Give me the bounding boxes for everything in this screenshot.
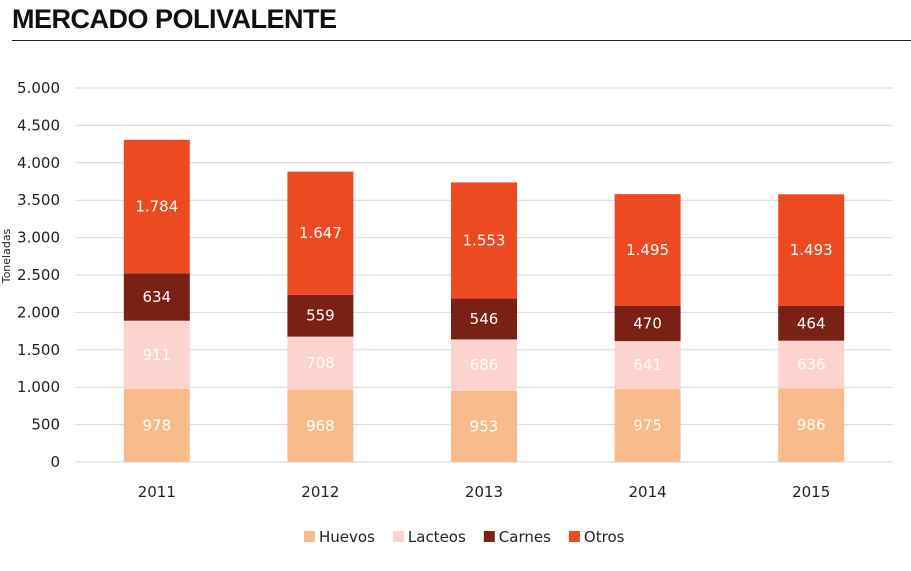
data-label: 470 (633, 315, 662, 333)
legend-swatch (483, 531, 495, 542)
legend-label: Lacteos (408, 528, 466, 546)
bar-segment-huevos (451, 390, 517, 462)
bar-segment-carnes (123, 273, 190, 321)
data-label: 975 (633, 417, 662, 435)
bar-segment-huevos (614, 389, 681, 462)
bar-segment-lacteos (778, 340, 845, 389)
data-label: 1.495 (626, 241, 669, 259)
data-label: 559 (306, 307, 335, 325)
y-tick-label: 1.000 (17, 378, 60, 396)
data-label: 1.553 (463, 231, 506, 249)
bars: 978 911 634 1.784 968 708 559 1.647 953 686 546 1.5… (123, 139, 845, 462)
x-tick-label: 2011 (138, 483, 176, 501)
y-tick-label: 3.500 (17, 191, 60, 209)
y-tick-label: 2.000 (17, 303, 60, 321)
data-label: 686 (470, 356, 499, 374)
bar-segment-otros (123, 139, 190, 274)
bar-segment-lacteos (287, 336, 354, 390)
bar-segment-carnes (778, 305, 845, 341)
gridlines (75, 87, 893, 463)
chart-title: MERCADO POLIVALENTE (12, 4, 337, 34)
bar-segment-otros (287, 171, 354, 295)
y-axis-label: Toneladas (0, 228, 13, 284)
y-tick-label: 2.500 (17, 266, 60, 284)
x-tick-label: 2015 (792, 483, 830, 501)
bar-segment-carnes (614, 305, 681, 342)
data-label: 708 (306, 354, 335, 372)
data-label: 978 (142, 416, 171, 434)
y-axis: 0 500 1.000 1.500 2.000 2.500 3.000 3.500 4.000 4… (17, 79, 60, 471)
bar-segment-carnes (287, 294, 354, 337)
data-label: 986 (797, 416, 826, 434)
data-label: 546 (470, 310, 499, 328)
x-tick-label: 2012 (301, 483, 339, 501)
y-tick-label: 0 (50, 453, 60, 471)
data-label: 953 (470, 417, 499, 435)
legend: Huevos Lacteos Carnes Otros (304, 528, 625, 546)
data-label: 911 (142, 346, 171, 364)
x-tick-label: 2013 (465, 483, 503, 501)
bar-segment-otros (778, 194, 845, 306)
bar-segment-otros (614, 194, 681, 306)
data-label: 1.647 (299, 224, 342, 242)
y-tick-label: 5.000 (17, 79, 60, 97)
x-tick-label: 2014 (629, 483, 667, 501)
legend-swatch (304, 531, 315, 542)
bar-segment-lacteos (451, 339, 517, 391)
legend-label: Carnes (499, 528, 551, 546)
data-label: 968 (306, 417, 335, 435)
y-tick-label: 4.000 (17, 154, 60, 172)
bar-segment-carnes (451, 298, 517, 340)
data-label: 636 (797, 355, 826, 373)
data-label: 464 (797, 314, 826, 332)
legend-label: Huevos (319, 528, 375, 546)
bar-segment-huevos (287, 389, 354, 462)
bar-segment-huevos (123, 388, 190, 462)
legend-label: Otros (584, 528, 625, 546)
bar-segment-lacteos (614, 341, 681, 390)
title-divider (12, 40, 911, 41)
data-label: 634 (142, 288, 171, 306)
bar-segment-huevos (778, 388, 845, 462)
y-tick-label: 3.000 (17, 229, 60, 247)
y-tick-label: 4.500 (17, 116, 60, 134)
x-axis: 2011 2012 2013 2014 2015 (138, 483, 831, 501)
data-label: 1.784 (135, 198, 178, 216)
data-label: 641 (633, 356, 662, 374)
data-label: 1.493 (790, 241, 833, 259)
legend-swatch (392, 531, 404, 542)
bar-segment-lacteos (123, 320, 190, 389)
bar-segment-otros (451, 182, 517, 299)
legend-swatch (568, 531, 580, 542)
y-tick-label: 500 (31, 416, 60, 434)
y-tick-label: 1.500 (17, 341, 60, 359)
